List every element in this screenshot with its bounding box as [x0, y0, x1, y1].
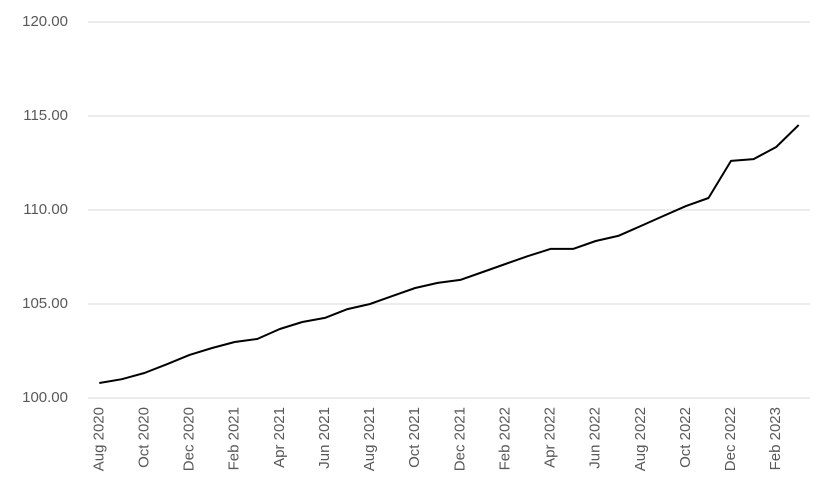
- x-tick-label: Apr 2022: [542, 407, 559, 468]
- x-tick-label: Oct 2020: [135, 407, 152, 468]
- x-tick-label: Aug 2021: [361, 407, 378, 471]
- x-tick-label: Jun 2022: [587, 407, 604, 469]
- x-tick-label: Dec 2022: [722, 407, 739, 471]
- x-tick-label: Oct 2021: [406, 407, 423, 468]
- x-tick-label: Aug 2022: [632, 407, 649, 471]
- x-tick-label: Jun 2021: [316, 407, 333, 469]
- x-tick-label: Feb 2021: [226, 407, 243, 470]
- x-tick-label: Dec 2021: [451, 407, 468, 471]
- x-tick-label: Aug 2020: [90, 407, 107, 471]
- y-tick-label: 105.00: [22, 295, 68, 312]
- x-tick-label: Feb 2022: [496, 407, 513, 470]
- y-tick-label: 120.00: [22, 13, 68, 30]
- x-tick-label: Dec 2020: [181, 407, 198, 471]
- x-tick-label: Oct 2022: [677, 407, 694, 468]
- x-tick-label: Feb 2023: [767, 407, 784, 470]
- y-tick-label: 115.00: [23, 107, 68, 124]
- y-tick-label: 110.00: [23, 201, 68, 218]
- x-tick-label: Apr 2021: [271, 407, 288, 468]
- y-tick-label: 100.00: [22, 389, 68, 406]
- line: [99, 124, 800, 384]
